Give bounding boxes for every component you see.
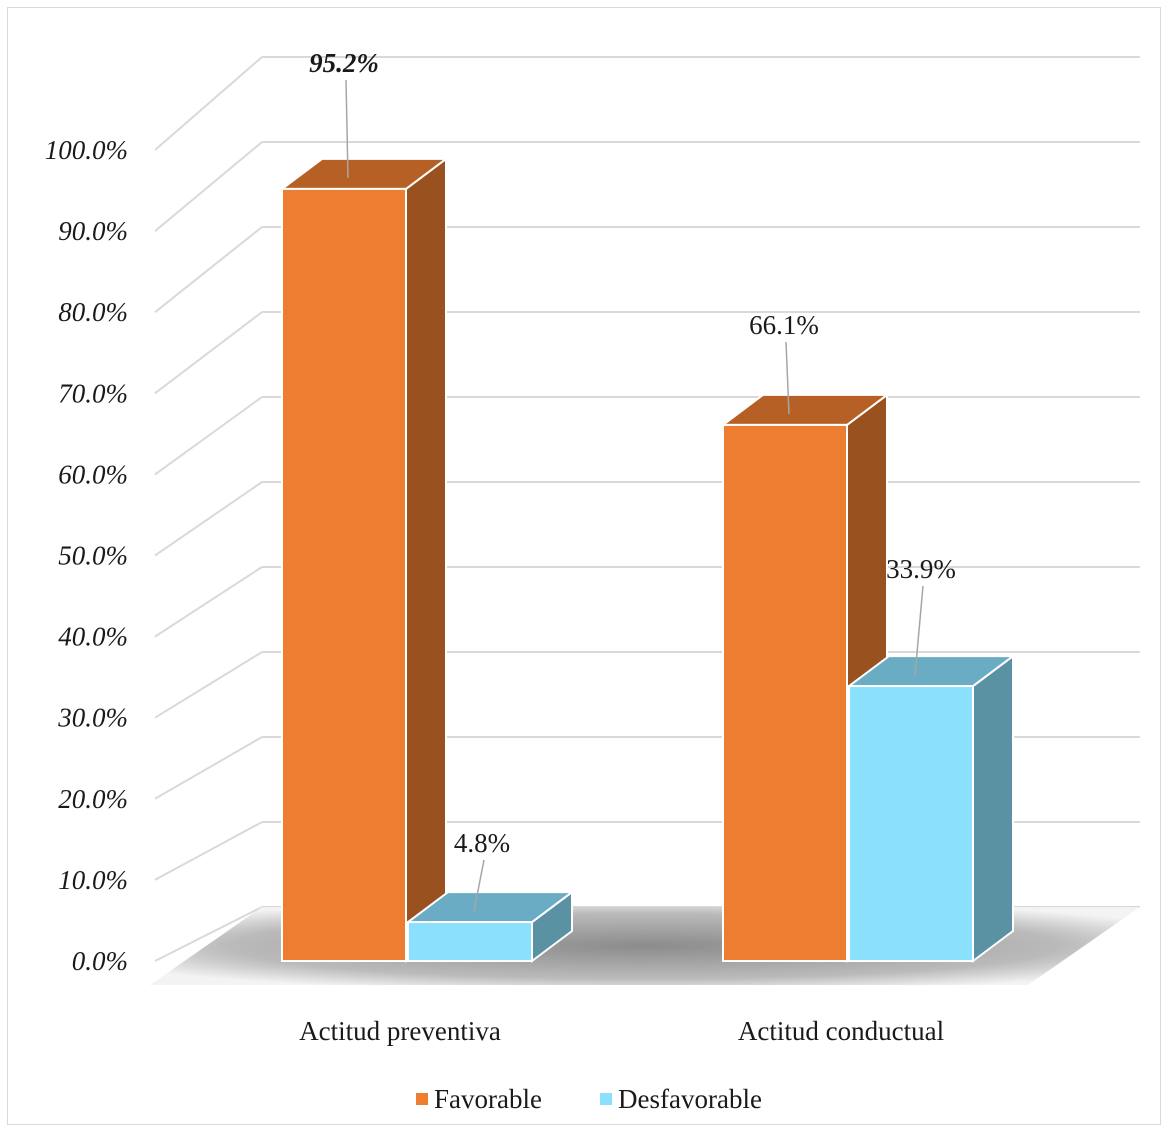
y-tick-label: 10.0%	[58, 865, 128, 895]
gridline-side	[154, 396, 263, 476]
bar-favorable-1	[279, 156, 449, 963]
gridline-side	[154, 56, 263, 151]
legend: Favorable Desfavorable	[416, 1084, 762, 1114]
data-label-leader	[345, 79, 349, 178]
data-label: 66.1%	[749, 310, 819, 340]
legend-swatch-desfavorable	[600, 1093, 612, 1105]
gridline-side	[154, 651, 263, 719]
data-label-leader	[914, 585, 924, 676]
bar-front	[722, 423, 848, 962]
legend-swatch-favorable	[416, 1093, 428, 1105]
y-tick-label: 60.0%	[58, 459, 128, 489]
data-label-leader	[785, 341, 790, 414]
gridline-side	[154, 141, 263, 232]
gridline-side	[154, 566, 263, 638]
bar-side	[405, 156, 447, 963]
gridline-side	[154, 906, 263, 962]
gridline-side	[154, 226, 263, 313]
y-tick-label: 90.0%	[58, 216, 128, 246]
y-tick-label: 80.0%	[58, 297, 128, 327]
y-tick-label: 50.0%	[58, 541, 128, 571]
gridline-side	[154, 736, 263, 800]
bar-side	[972, 654, 1014, 963]
bar-front	[281, 187, 407, 963]
y-tick-label: 100.0%	[45, 135, 128, 165]
y-axis-ticks: 0.0% 10.0% 20.0% 30.0% 40.0% 50.0% 60.0% 70.0% 8…	[45, 135, 128, 976]
data-label: 4.8%	[454, 828, 510, 858]
y-tick-label: 70.0%	[58, 378, 128, 408]
y-tick-label: 30.0%	[57, 703, 128, 733]
bar-desfavorable-1	[405, 890, 575, 963]
data-labels: 95.2% 4.8% 66.1% 33.9%	[309, 48, 956, 912]
data-label: 95.2%	[309, 48, 379, 78]
x-category-label: Actitud conductual	[738, 1016, 944, 1046]
bar-desfavorable-2	[846, 654, 1016, 963]
x-category-label: Actitud preventiva	[299, 1016, 501, 1046]
gridline-side	[154, 311, 263, 395]
bar-front	[848, 685, 974, 962]
y-tick-label: 0.0%	[72, 946, 128, 976]
y-tick-label: 40.0%	[58, 622, 128, 652]
gridline-side	[154, 481, 263, 557]
data-label-leader	[473, 859, 485, 912]
bars	[279, 156, 1016, 963]
x-axis-categories: Actitud preventiva Actitud conductual	[299, 1016, 944, 1046]
data-label: 33.9%	[886, 554, 956, 584]
gridline-side	[154, 821, 263, 881]
legend-label: Desfavorable	[618, 1084, 762, 1114]
legend-label: Favorable	[434, 1084, 542, 1114]
bar-front	[407, 921, 533, 963]
y-tick-label: 20.0%	[58, 784, 128, 814]
